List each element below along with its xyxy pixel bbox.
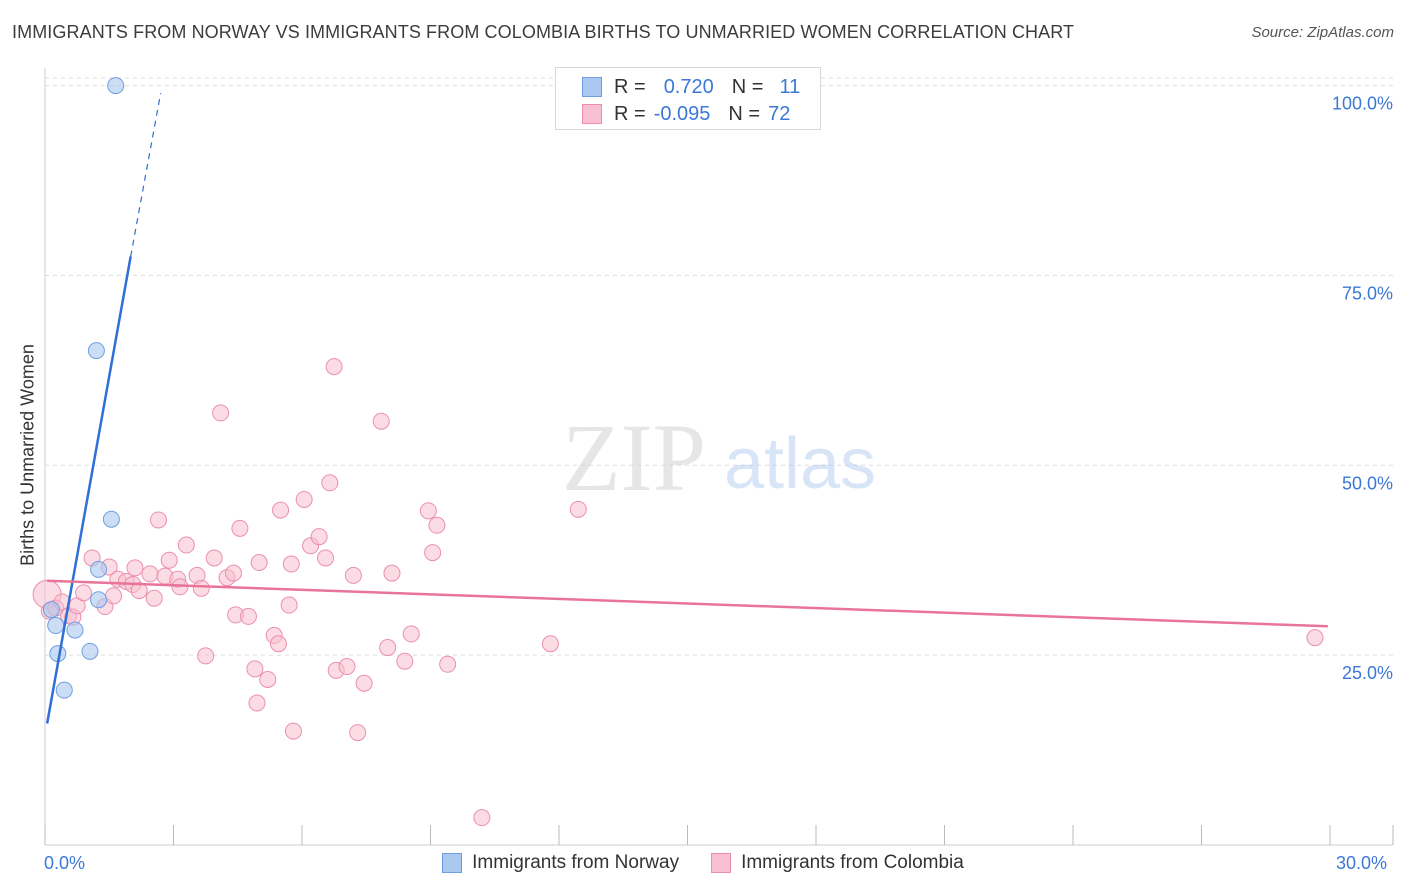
colombia-r-value: -0.095 [653, 102, 711, 125]
colombia-point [424, 544, 442, 562]
colombia-point [383, 564, 401, 582]
colombia-point [250, 554, 268, 572]
norway-r-label: R = [614, 75, 646, 98]
colombia-point [126, 559, 144, 577]
colombia-point [1306, 629, 1324, 647]
colombia-point [310, 528, 328, 546]
colombia-point [150, 511, 168, 529]
norway-point [107, 77, 125, 95]
colombia-point [284, 722, 302, 740]
colombia-point [372, 412, 390, 430]
colombia-point [295, 490, 313, 508]
colombia-point [419, 502, 437, 520]
colombia-point [269, 635, 287, 653]
colombia-point [473, 809, 491, 827]
norway-point [102, 510, 120, 528]
colombia-point [160, 551, 178, 569]
colombia-point [145, 589, 163, 607]
norway-point [66, 621, 84, 639]
colombia-point [246, 660, 264, 678]
norway-legend-label: Immigrants from Norway [472, 852, 680, 873]
norway-n-label: N = [731, 75, 764, 98]
colombia-point [325, 358, 343, 376]
source-label: Source: ZipAtlas.com [1251, 24, 1394, 41]
colombia-point [212, 404, 230, 422]
colombia-point [541, 635, 559, 653]
norway-trend-line [45, 256, 132, 724]
colombia-n-value: 72 [768, 102, 791, 125]
colombia-point [379, 639, 397, 657]
colombia-point [321, 474, 339, 492]
axes [44, 68, 1394, 846]
norway-point [55, 681, 73, 699]
watermark-atlas: atlas [724, 424, 876, 504]
norway-swatch [582, 77, 602, 97]
y-axis-label: Births to Unmarried Women [17, 344, 38, 566]
colombia-point [259, 670, 277, 688]
colombia-r-label: R = [614, 102, 646, 125]
colombia-point [130, 582, 148, 600]
norway-point [81, 642, 99, 660]
colombia-point [402, 625, 420, 643]
colombia-point [344, 566, 362, 584]
legend-row-colombia: R = -0.095 N = 72 [582, 101, 790, 127]
correlation-legend: R = 0.720 N = 11 R = -0.095 N = 72 [555, 67, 821, 130]
watermark: ZIP atlas [562, 404, 876, 511]
colombia-swatch [582, 104, 602, 124]
colombia-point [272, 501, 290, 519]
norway-trend-extension [130, 93, 162, 257]
norway-n-value: 11 [779, 75, 801, 98]
norway-point [47, 617, 65, 635]
colombia-point [231, 519, 249, 537]
colombia-point [282, 555, 300, 573]
legend-item-colombia: Immigrants from Colombia [711, 852, 964, 874]
data-points [32, 77, 1324, 827]
watermark-zip: ZIP [562, 404, 706, 511]
y-tick-label: 75.0% [1342, 283, 1393, 303]
norway-legend-swatch [442, 853, 463, 873]
legend-row-norway: R = 0.720 N = 11 [582, 74, 800, 100]
colombia-point [205, 549, 223, 567]
colombia-point [224, 564, 242, 582]
colombia-trend-line [47, 579, 1328, 628]
x-tick-label-max: 30.0% [1336, 853, 1388, 873]
x-tick-label-min: 0.0% [44, 853, 86, 873]
colombia-point [338, 658, 356, 676]
legend-item-norway: Immigrants from Norway [442, 852, 679, 874]
chart-title: IMMIGRANTS FROM NORWAY VS IMMIGRANTS FRO… [12, 22, 1075, 42]
colombia-point [105, 587, 123, 605]
norway-point [42, 601, 60, 619]
y-tick-label: 25.0% [1342, 663, 1393, 683]
colombia-point [569, 500, 587, 518]
norway-r-value: 0.720 [663, 75, 714, 98]
colombia-n-label: N = [728, 102, 761, 125]
colombia-point [197, 647, 215, 665]
norway-point [87, 342, 105, 360]
colombia-point [248, 694, 266, 712]
y-tick-label: 50.0% [1342, 473, 1393, 493]
colombia-point [355, 674, 373, 692]
colombia-point [141, 565, 159, 583]
colombia-point [439, 655, 457, 673]
colombia-point [317, 549, 335, 567]
colombia-legend-label: Immigrants from Colombia [741, 852, 964, 873]
colombia-point [280, 596, 298, 614]
colombia-point [177, 536, 195, 554]
colombia-point [75, 584, 93, 602]
y-tick-label: 100.0% [1332, 94, 1393, 114]
grid-lines [45, 77, 1393, 656]
norway-point [90, 591, 108, 609]
colombia-point [239, 607, 257, 625]
trend-lines [45, 93, 1328, 724]
norway-point [90, 560, 108, 578]
colombia-point [396, 652, 414, 670]
colombia-legend-swatch [711, 853, 732, 873]
colombia-point [428, 516, 446, 534]
colombia-point [192, 579, 210, 597]
series-legend: Immigrants from Norway Immigrants from C… [0, 852, 1406, 874]
colombia-point [349, 724, 367, 742]
y-tick-labels: 25.0% 50.0% 75.0% 100.0% [1332, 94, 1393, 684]
